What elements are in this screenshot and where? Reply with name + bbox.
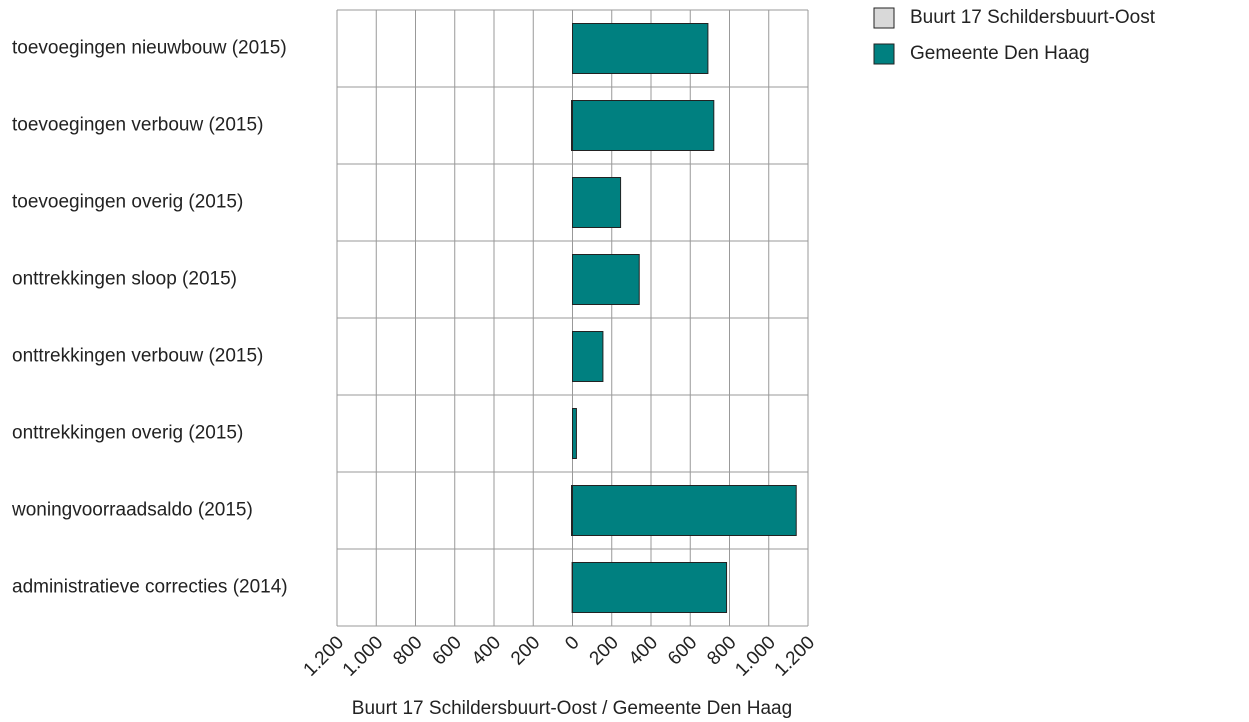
bar <box>572 331 604 382</box>
bar <box>572 408 577 459</box>
y-tick-label: toevoegingen verbouw (2015) <box>12 115 263 136</box>
y-tick-label: administratieve correcties (2014) <box>12 577 288 598</box>
x-tick-label: 800 <box>389 632 426 669</box>
x-tick-label: 1.000 <box>731 632 779 680</box>
legend-label: Buurt 17 Schildersbuurt-Oost <box>910 7 1156 28</box>
x-tick-label: 600 <box>429 632 466 669</box>
y-tick-label: onttrekkingen overig (2015) <box>12 423 243 444</box>
x-tick-label: 0 <box>561 632 583 654</box>
x-axis-title: Buurt 17 Schildersbuurt-Oost / Gemeente … <box>352 698 792 719</box>
x-tick-label: 1.000 <box>339 632 387 680</box>
y-tick-label: toevoegingen overig (2015) <box>12 192 243 213</box>
x-tick-label: 1.200 <box>771 632 819 680</box>
y-tick-label: woningvoorraadsaldo (2015) <box>11 500 253 521</box>
x-tick-label: 1.200 <box>300 632 348 680</box>
bar <box>572 100 715 151</box>
x-tick-label: 600 <box>664 632 701 669</box>
x-tick-label: 200 <box>586 632 623 669</box>
x-tick-label: 200 <box>507 632 544 669</box>
y-tick-label: onttrekkingen sloop (2015) <box>12 269 237 290</box>
legend-label: Gemeente Den Haag <box>910 43 1090 64</box>
bar <box>572 23 709 74</box>
bar <box>572 254 640 305</box>
bar <box>572 177 622 228</box>
legend-swatch <box>873 7 895 29</box>
legend-swatch <box>873 43 895 65</box>
y-tick-label: toevoegingen nieuwbouw (2015) <box>12 38 287 59</box>
x-tick-label: 400 <box>468 632 505 669</box>
bar <box>572 485 797 536</box>
bar <box>572 562 728 613</box>
x-tick-label: 400 <box>625 632 662 669</box>
y-tick-label: onttrekkingen verbouw (2015) <box>12 346 263 367</box>
